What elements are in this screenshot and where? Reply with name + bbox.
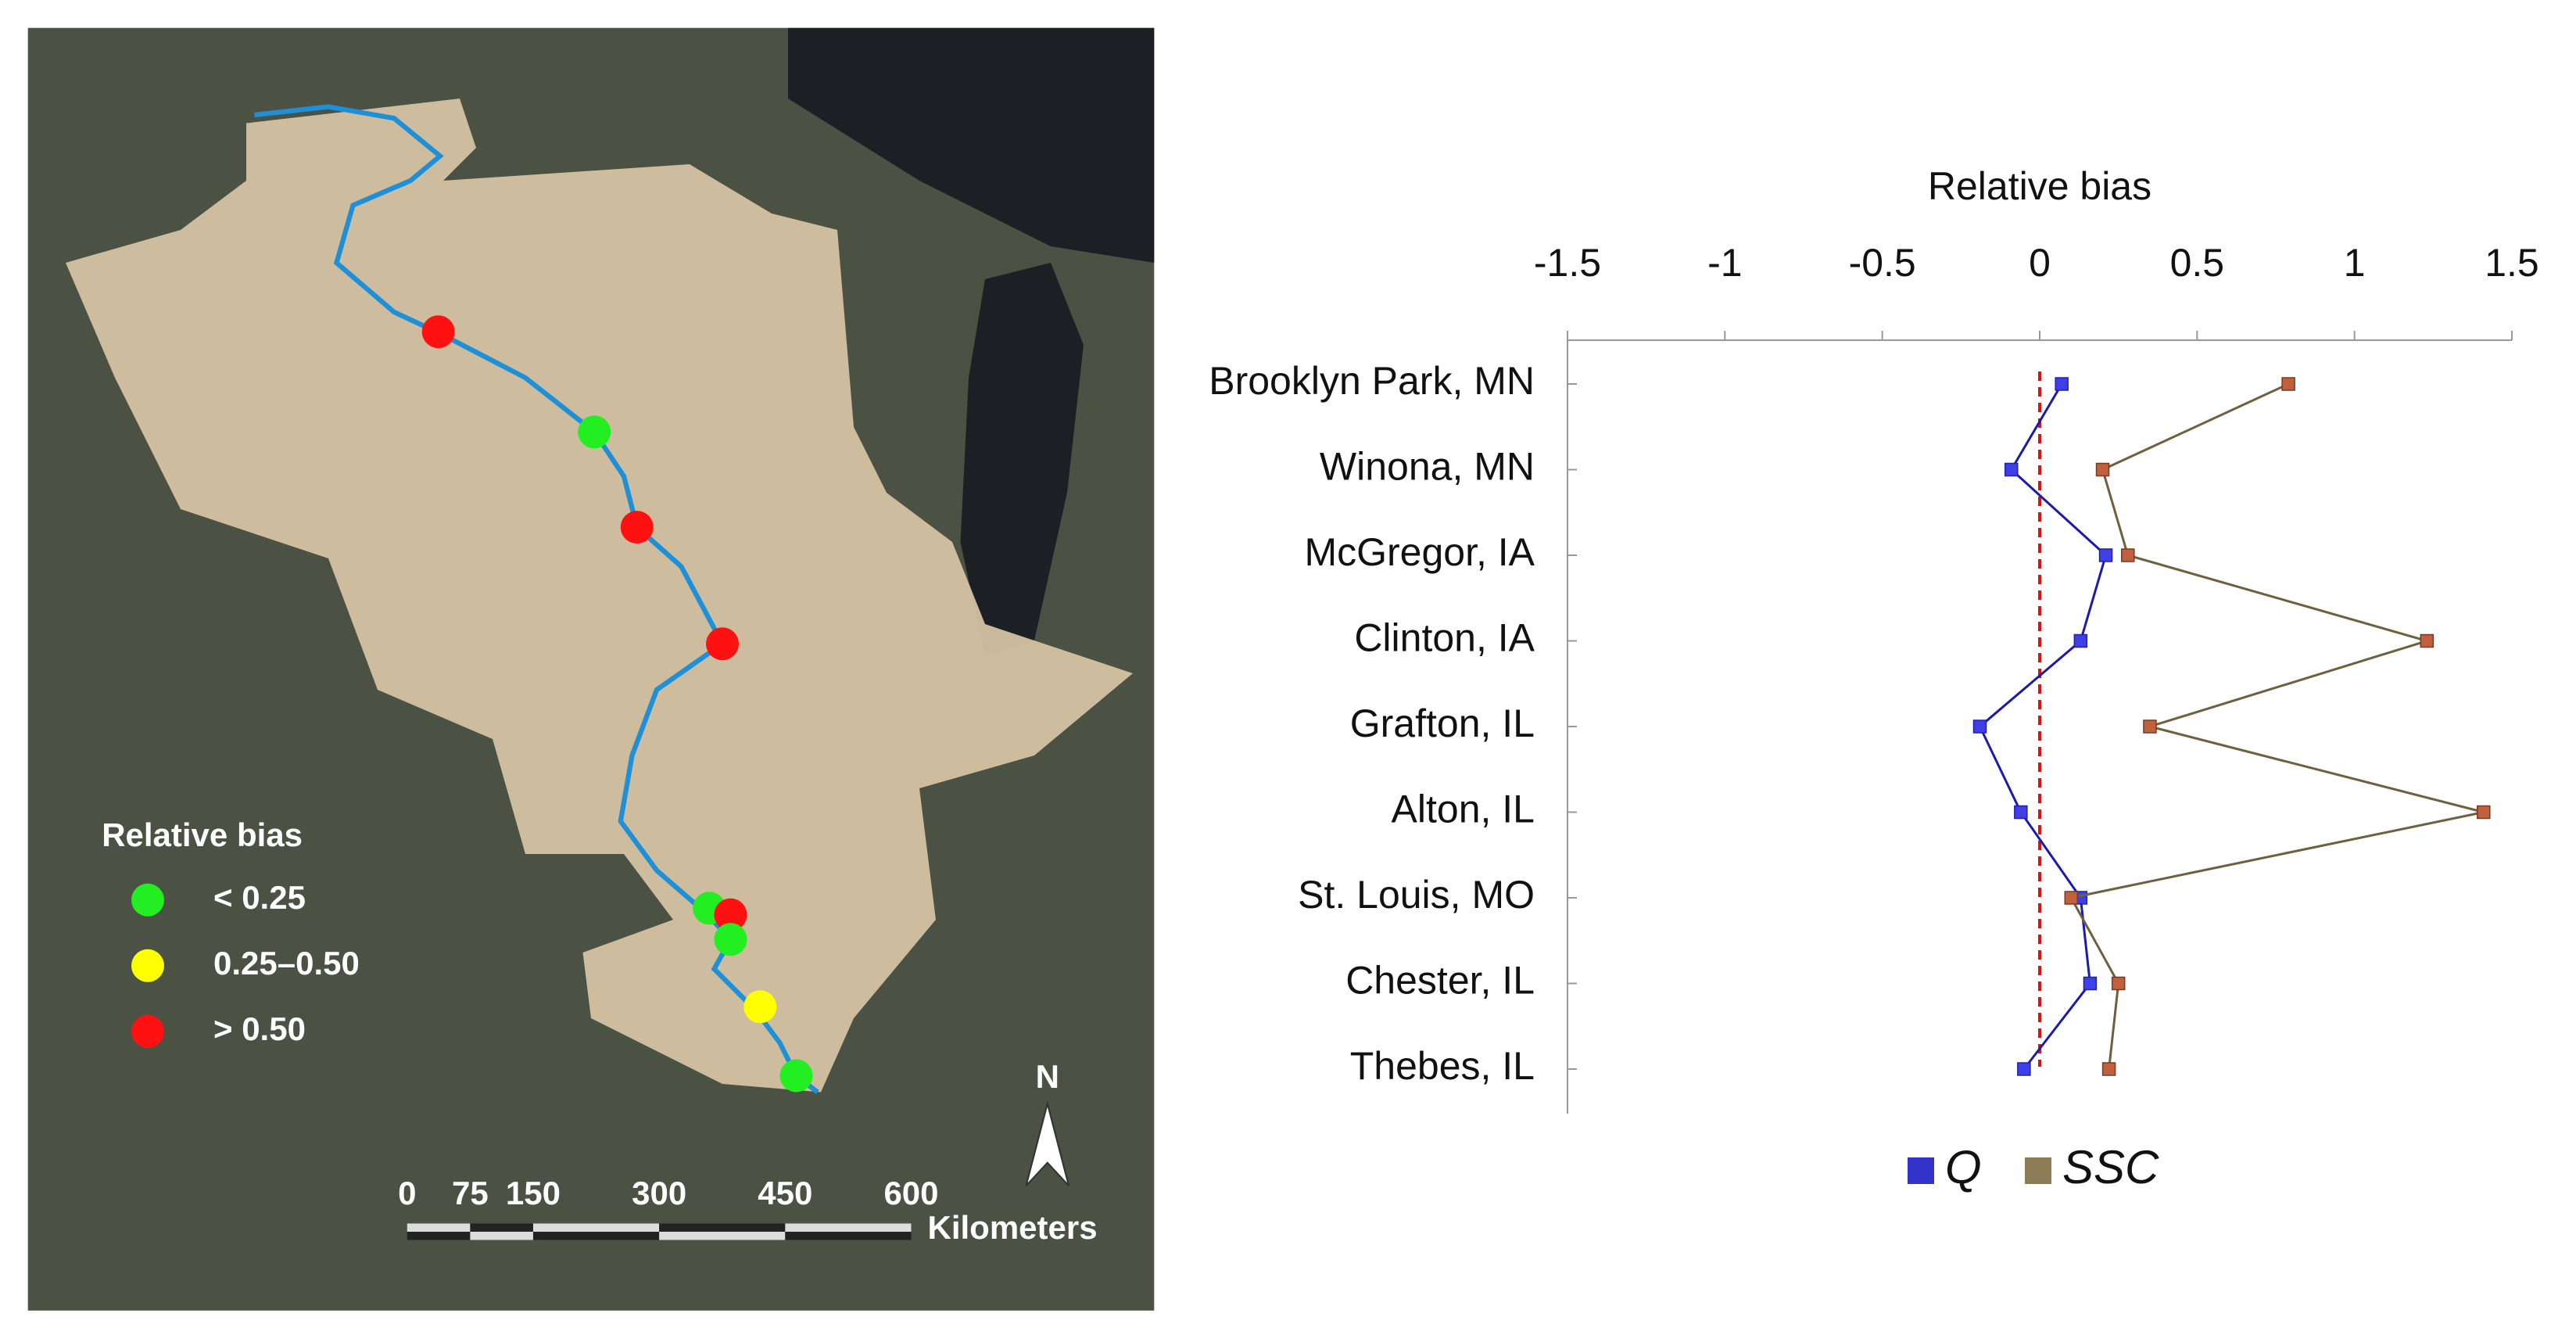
scale-segment <box>407 1223 471 1232</box>
axis-title: Relative bias <box>1928 164 2151 208</box>
site <box>578 415 611 449</box>
marker <box>2143 719 2157 734</box>
y-tick-label: Alton, IL <box>1392 788 1535 831</box>
chart: Relative bias -1.5 -1 -0.5 0 0.5 1 1.5 Brooklyn… <box>1209 164 2539 1193</box>
marker <box>2014 805 2028 820</box>
scale-segment <box>659 1231 786 1240</box>
map-legend: < 0.25 0.25–0.50 > 0.50 <box>131 879 360 1048</box>
site <box>714 923 747 956</box>
site <box>779 1059 813 1093</box>
lake-superior <box>787 27 1155 263</box>
site <box>421 315 455 349</box>
marker <box>2101 1062 2116 1076</box>
scale-segment <box>659 1223 786 1232</box>
scale-label: 300 <box>632 1175 686 1211</box>
marker <box>2005 462 2019 477</box>
legend-dot <box>131 949 164 982</box>
site <box>705 627 739 661</box>
legend-label: SSC <box>2062 1141 2159 1193</box>
marker <box>2073 633 2088 648</box>
scale-segment <box>470 1231 533 1240</box>
scale-label: 150 <box>506 1175 561 1211</box>
marker <box>2083 976 2098 991</box>
north-arrow <box>1025 1100 1070 1186</box>
site <box>743 990 777 1024</box>
x-tick-label: -1 <box>1707 241 1742 285</box>
sites <box>421 315 813 1093</box>
river <box>254 104 819 1094</box>
legend-swatch <box>1908 1157 1934 1184</box>
marker <box>2120 548 2135 562</box>
marker <box>2064 891 2079 905</box>
map-legend-title: Relative bias <box>102 816 303 853</box>
x-tick-label: -1.5 <box>1534 241 1601 285</box>
scale-label: 600 <box>883 1175 938 1211</box>
scale-segment <box>785 1223 912 1232</box>
marker <box>2477 805 2491 820</box>
legend-label: 0.25–0.50 <box>213 945 360 981</box>
lake-michigan <box>960 263 1084 657</box>
x-tick-label: 1 <box>2344 241 2366 285</box>
marker <box>2281 377 2295 391</box>
y-tick-label: Grafton, IL <box>1350 702 1535 745</box>
marker <box>1972 719 1987 734</box>
marker <box>2055 377 2069 391</box>
legend-dot <box>131 883 164 917</box>
y-tick-label: Winona, MN <box>1320 445 1535 489</box>
marker <box>2095 462 2110 477</box>
marker <box>2111 976 2126 991</box>
legend-dot <box>131 1014 164 1048</box>
legend-label: Q <box>1945 1141 1982 1193</box>
y-tick-label: Chester, IL <box>1345 959 1535 1003</box>
scale-label: 450 <box>758 1175 812 1211</box>
legend-swatch <box>2025 1157 2051 1184</box>
y-tick-label: St. Louis, MO <box>1298 873 1535 917</box>
scale-segment <box>407 1231 471 1240</box>
y-tick-label: McGregor, IA <box>1304 530 1535 574</box>
series-line <box>1978 383 2108 1070</box>
y-tick-label: Clinton, IA <box>1354 616 1535 660</box>
north-label: N <box>1036 1058 1059 1095</box>
scale-label: 75 <box>452 1175 489 1211</box>
series-line <box>2069 382 2485 1070</box>
legend-label: > 0.50 <box>213 1010 306 1047</box>
map: Relative bias < 0.25 0.25–0.50 > 0.50 0 75 1… <box>27 27 1155 1311</box>
x-tick-label: 0 <box>2029 241 2051 285</box>
marker <box>2098 548 2113 562</box>
scale-bar: 0 75 150 300 450 600 <box>398 1175 939 1240</box>
x-tick-label: 0.5 <box>2170 241 2225 285</box>
scale-label: 0 <box>398 1175 416 1211</box>
y-tick-label: Thebes, IL <box>1350 1044 1535 1088</box>
scale-unit: Kilometers <box>928 1209 1098 1246</box>
scale-segment <box>532 1223 660 1232</box>
x-tick-label: -0.5 <box>1849 241 1916 285</box>
basin <box>66 98 1133 1093</box>
legend-label: < 0.25 <box>213 879 306 916</box>
marker <box>2420 633 2434 648</box>
scale-segment <box>532 1231 660 1240</box>
marker <box>2017 1062 2031 1076</box>
site <box>620 511 654 544</box>
scale-segment <box>470 1223 533 1232</box>
x-tick-label: 1.5 <box>2485 241 2539 285</box>
scale-segment <box>785 1231 912 1240</box>
y-tick-label: Brooklyn Park, MN <box>1209 359 1535 403</box>
site <box>714 898 747 931</box>
